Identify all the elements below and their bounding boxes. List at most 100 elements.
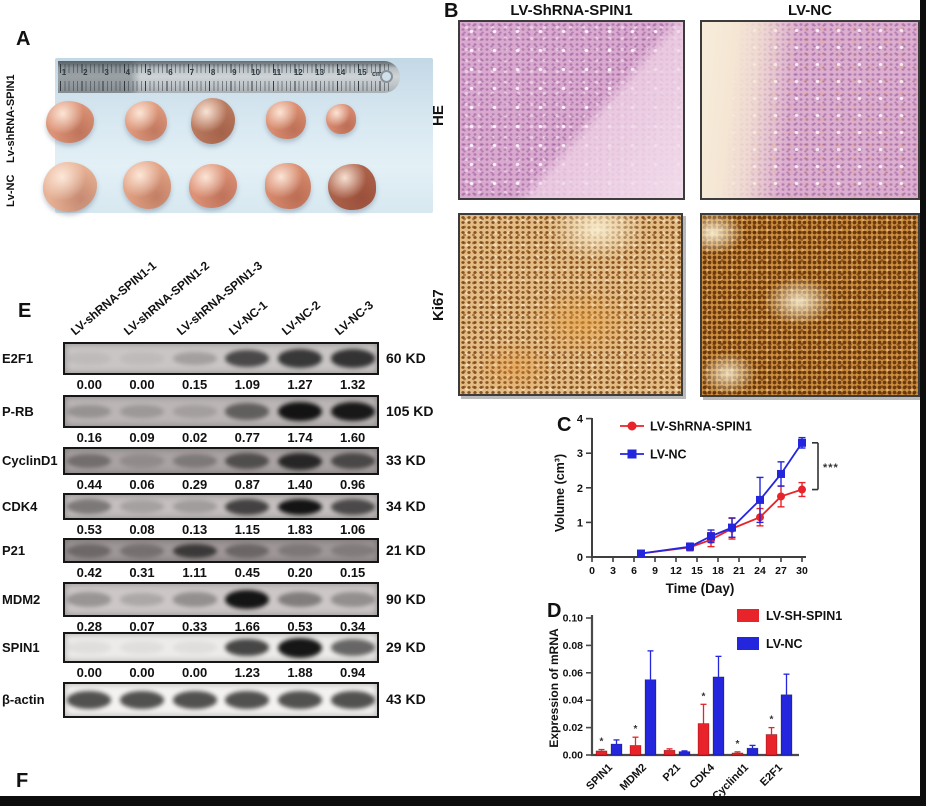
- x-tick-label: 12: [670, 565, 682, 577]
- x-tick-label: 18: [712, 565, 724, 577]
- ki67-image-nc: [700, 213, 920, 397]
- category-label: CDK4: [687, 761, 717, 791]
- wb-density-value: 1.06: [339, 522, 366, 537]
- wb-density-value: 0.28: [76, 619, 102, 634]
- data-point: [798, 438, 806, 447]
- bar: [780, 694, 793, 756]
- x-tick-label: 27: [775, 565, 787, 577]
- data-point: [637, 549, 645, 558]
- wb-density-value: 0.87: [234, 477, 260, 492]
- wb-density-value: 0.31: [129, 565, 155, 580]
- tumor-specimen: [46, 101, 94, 143]
- panel-b-row-label-ki67: Ki67: [430, 289, 447, 321]
- wb-blot-strip: [63, 342, 379, 375]
- wb-density-value: 1.32: [339, 377, 366, 392]
- wb-band: [225, 691, 270, 709]
- ki67-image-shrna: [458, 213, 683, 396]
- bar: [697, 723, 710, 756]
- wb-band: [225, 403, 270, 420]
- wb-band: [67, 592, 112, 607]
- category-label: E2F1: [758, 762, 785, 789]
- category-label: MDM2: [618, 762, 649, 793]
- he-image-nc: [700, 20, 920, 200]
- tumor-specimen: [328, 164, 376, 210]
- wb-density-value: 0.96: [339, 477, 366, 492]
- ruler-number: 4: [125, 68, 131, 77]
- legend-label: LV-SH-SPIN1: [766, 609, 842, 623]
- wb-density-value: 1.88: [287, 665, 313, 680]
- axes: [591, 418, 806, 558]
- ruler-number: 10: [251, 68, 261, 77]
- significance-bracket: [812, 442, 819, 491]
- panel-a-label: A: [16, 28, 31, 50]
- bar: [731, 752, 744, 756]
- legend-marker: [627, 449, 637, 459]
- wb-size-label: 34 KD: [386, 497, 426, 514]
- significance-star: *: [600, 737, 604, 748]
- data-point: [777, 469, 785, 478]
- wb-band: [277, 349, 322, 368]
- wb-lane-label: LV-NC-1: [226, 297, 271, 338]
- wb-density-value: 0.15: [339, 565, 366, 580]
- wb-density-value: 1.27: [287, 377, 313, 392]
- y-tick-label: 1: [577, 517, 583, 529]
- wb-size-label: 33 KD: [386, 452, 426, 468]
- bar: [746, 747, 759, 756]
- panel-a-row-label-shrna: Lv-shRNA-SPIN1: [5, 74, 17, 163]
- ruler-number: 2: [83, 68, 88, 77]
- wb-blot-strip: [63, 632, 379, 663]
- wb-band: [67, 453, 112, 469]
- wb-protein-label: MDM2: [2, 591, 41, 607]
- wb-density-value: 0.15: [181, 377, 208, 392]
- wb-density-value: 0.02: [181, 430, 208, 445]
- wb-density-value: 0.53: [287, 619, 313, 634]
- wb-band: [225, 543, 270, 558]
- wb-size-label: 21 KD: [386, 541, 426, 558]
- tumor-specimen: [265, 163, 311, 209]
- ruler-number: 12: [293, 68, 303, 77]
- x-tick-label: 9: [652, 565, 658, 577]
- ruler-number: 8: [210, 68, 216, 77]
- panel-e-label: E: [18, 300, 32, 322]
- wb-protein-label: E2F1: [2, 350, 34, 366]
- wb-band: [67, 404, 112, 419]
- wb-band: [330, 691, 375, 709]
- wb-band: [277, 637, 322, 658]
- wb-density-value: 0.00: [181, 665, 208, 680]
- wb-density-value: 0.06: [129, 477, 155, 492]
- x-axis-title: Time (Day): [666, 581, 735, 596]
- wb-size-label: 105 KD: [386, 402, 434, 419]
- ruler-number: 14: [336, 68, 346, 77]
- wb-density-value: 1.11: [182, 565, 207, 580]
- ruler-hole: [380, 70, 393, 83]
- wb-density-value: 1.83: [287, 522, 313, 537]
- wb-density-value: 0.00: [76, 377, 102, 392]
- wb-protein-label: β-actin: [2, 692, 45, 707]
- y-tick-label: 0: [577, 552, 583, 564]
- wb-size-label: 43 KD: [386, 691, 426, 707]
- x-tick-label: 15: [691, 565, 703, 577]
- y-tick-label: 0.10: [563, 613, 584, 625]
- significance-star: *: [770, 715, 774, 726]
- legend-label: LV-NC: [766, 637, 803, 651]
- wb-band: [172, 499, 217, 514]
- y-tick-label: 2: [577, 483, 583, 495]
- wb-band: [67, 498, 112, 515]
- significance-star: *: [702, 691, 706, 702]
- data-point: [756, 495, 764, 504]
- panel-b-header-nc: LV-NC: [788, 2, 832, 19]
- wb-density-value: 0.08: [129, 522, 155, 537]
- wb-band: [119, 454, 164, 468]
- wb-band: [330, 543, 375, 558]
- wb-density-value: 0.94: [339, 665, 366, 680]
- wb-band: [330, 592, 375, 607]
- bar: [712, 676, 725, 756]
- panel-b-row-label-he: HE: [430, 105, 447, 126]
- wb-density-value: 0.07: [129, 619, 155, 634]
- ruler-unit: cm: [372, 71, 383, 78]
- wb-density-value: 0.09: [129, 430, 155, 445]
- significance-stars: ***: [823, 462, 839, 474]
- data-point: [707, 532, 715, 541]
- panel-a-row-label-nc: Lv-NC: [5, 174, 17, 207]
